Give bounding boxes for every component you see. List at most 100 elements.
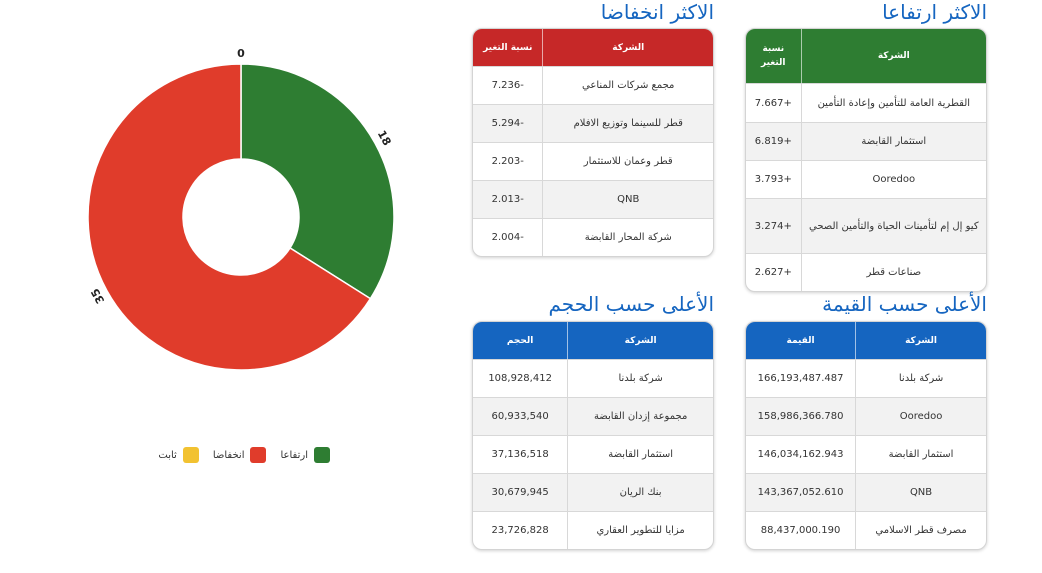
table-row[interactable]: Ooredoo 158,986,366.780 <box>746 397 986 435</box>
top-losers-panel: الاكثر انخفاضا الشركة نسبة التغير مجمع ش… <box>472 0 714 257</box>
value-cell: 143,367,052.610 <box>746 474 857 511</box>
top-by-volume-panel: الأعلى حسب الحجم الشركة الحجم شركة بلدنا… <box>472 292 714 550</box>
header-company: الشركة <box>624 335 657 346</box>
change-cell: +6.819 <box>746 123 802 160</box>
table-row[interactable]: القطرية العامة للتأمين وإعادة التأمين +7… <box>746 83 986 122</box>
legend-item-up[interactable]: ارتفاعا <box>280 447 330 463</box>
table-row[interactable]: مزايا للتطوير العقاري 23,726,828 <box>473 511 713 549</box>
company-cell: القطرية العامة للتأمين وإعادة التأمين <box>817 97 971 109</box>
table-row[interactable]: مجموعة إزدان القابضة 60,933,540 <box>473 397 713 435</box>
header-company: الشركة <box>612 42 645 53</box>
legend-swatch-down <box>250 447 267 463</box>
change-cell: -5.294 <box>473 105 544 142</box>
change-cell: +7.667 <box>746 84 802 122</box>
top-gainers-panel: الاكثر ارتفاعا الشركة نسبة التغير القطري… <box>745 0 987 292</box>
table-row[interactable]: Ooredoo +3.793 <box>746 160 986 198</box>
company-cell: Ooredoo <box>899 411 943 422</box>
data-label: 35 <box>88 286 107 306</box>
table-header: الشركة نسبة التغير <box>473 29 713 66</box>
company-cell: استثمار القابضة <box>888 449 954 460</box>
header-change: نسبة التغير <box>746 29 802 83</box>
legend-label-down: انخفاضا <box>212 449 245 461</box>
company-cell: استثمار القابضة <box>608 449 674 460</box>
company-cell: قطر وعمان للاستثمار <box>583 156 673 167</box>
table-row[interactable]: استثمار القابضة +6.819 <box>746 122 986 160</box>
legend-item-down[interactable]: انخفاضا <box>213 447 267 463</box>
company-cell: بنك الريان <box>619 487 662 498</box>
table-row[interactable]: قطر وعمان للاستثمار -2.203 <box>473 142 713 180</box>
company-cell: شركة بلدنا <box>618 373 663 384</box>
table-row[interactable]: قطر للسينما وتوزيع الافلام -5.294 <box>473 104 713 142</box>
company-cell: صناعات قطر <box>866 267 922 278</box>
table-header: الشركة نسبة التغير <box>746 29 986 83</box>
table-row[interactable]: صناعات قطر +2.627 <box>746 253 986 291</box>
volume-cell: 37,136,518 <box>473 436 569 473</box>
slice-down[interactable] <box>87 63 372 371</box>
change-cell: +2.627 <box>746 254 802 291</box>
top-by-value-title: الأعلى حسب القيمة <box>822 292 987 316</box>
slice-up[interactable] <box>240 63 395 300</box>
change-cell: -2.203 <box>473 143 544 180</box>
company-cell: استثمار القابضة <box>861 136 927 147</box>
top-gainers-table: الشركة نسبة التغير القطرية العامة للتأمي… <box>745 28 987 292</box>
company-cell: مزايا للتطوير العقاري <box>596 525 685 536</box>
header-change: نسبة التغير <box>473 29 544 66</box>
table-row[interactable]: بنك الريان 30,679,945 <box>473 473 713 511</box>
table-row[interactable]: استثمار القابضة 37,136,518 <box>473 435 713 473</box>
header-company: الشركة <box>905 335 938 346</box>
data-label: 0 <box>237 47 245 60</box>
top-by-value-panel: الأعلى حسب القيمة الشركة القيمة شركة بلد… <box>745 292 987 550</box>
company-cell: مجموعة إزدان القابضة <box>593 411 688 422</box>
volume-cell: 108,928,412 <box>473 360 569 397</box>
table-row[interactable]: شركة المحار القابضة -2.004 <box>473 218 713 256</box>
company-cell: كيو إل إم لتأمينات الحياة والتأمين الصحي <box>809 220 979 232</box>
company-cell: شركة المحار القابضة <box>584 232 672 243</box>
change-cell: -7.236 <box>473 67 544 104</box>
legend-label-flat: ثابت <box>158 449 177 461</box>
top-losers-table: الشركة نسبة التغير مجمع شركات المناعي -7… <box>472 28 714 257</box>
header-value: القيمة <box>746 322 857 359</box>
company-cell: Ooredoo <box>872 174 916 185</box>
market-breadth-donut-chart: 18 35 0 <box>87 47 395 371</box>
table-row[interactable]: مصرف قطر الاسلامي 88,437,000.190 <box>746 511 986 549</box>
table-row[interactable]: كيو إل إم لتأمينات الحياة والتأمين الصحي… <box>746 198 986 253</box>
change-cell: +3.793 <box>746 161 802 198</box>
legend-swatch-up <box>314 447 330 463</box>
company-cell: QNB <box>617 194 640 205</box>
data-label: 18 <box>375 128 394 148</box>
volume-cell: 60,933,540 <box>473 398 569 435</box>
chart-legend: ارتفاعا انخفاضا ثابت <box>150 445 330 465</box>
company-cell: QNB <box>909 487 933 498</box>
value-cell: 146,034,162.943 <box>746 436 857 473</box>
header-volume: الحجم <box>473 322 569 359</box>
value-cell: 158,986,366.780 <box>746 398 857 435</box>
top-gainers-title: الاكثر ارتفاعا <box>882 0 987 24</box>
table-row[interactable]: QNB 143,367,052.610 <box>746 473 986 511</box>
top-losers-title: الاكثر انخفاضا <box>600 0 714 24</box>
table-row[interactable]: شركة بلدنا 108,928,412 <box>473 359 713 397</box>
volume-cell: 23,726,828 <box>473 512 569 549</box>
table-header: الشركة الحجم <box>473 322 713 359</box>
table-row[interactable]: استثمار القابضة 146,034,162.943 <box>746 435 986 473</box>
value-cell: 166,193,487.487 <box>746 360 857 397</box>
change-cell: -2.004 <box>473 219 544 256</box>
value-cell: 88,437,000.190 <box>746 512 857 549</box>
table-row[interactable]: مجمع شركات المناعي -7.236 <box>473 66 713 104</box>
top-by-value-table: الشركة القيمة شركة بلدنا 166,193,487.487… <box>745 321 987 550</box>
company-cell: قطر للسينما وتوزيع الافلام <box>573 118 683 129</box>
table-row[interactable]: شركة بلدنا 166,193,487.487 <box>746 359 986 397</box>
volume-cell: 30,679,945 <box>473 474 569 511</box>
legend-label-up: ارتفاعا <box>280 449 308 461</box>
top-by-volume-title: الأعلى حسب الحجم <box>548 292 714 316</box>
legend-item-flat[interactable]: ثابت <box>158 447 199 463</box>
legend-swatch-flat <box>182 447 199 463</box>
table-row[interactable]: QNB -2.013 <box>473 180 713 218</box>
top-by-volume-table: الشركة الحجم شركة بلدنا 108,928,412 مجمو… <box>472 321 714 550</box>
change-cell: -2.013 <box>473 181 544 218</box>
company-cell: شركة بلدنا <box>898 373 944 384</box>
change-cell: +3.274 <box>746 199 802 253</box>
header-company: الشركة <box>877 51 910 61</box>
company-cell: مصرف قطر الاسلامي <box>875 525 967 536</box>
company-cell: مجمع شركات المناعي <box>582 80 675 91</box>
table-header: الشركة القيمة <box>746 322 986 359</box>
